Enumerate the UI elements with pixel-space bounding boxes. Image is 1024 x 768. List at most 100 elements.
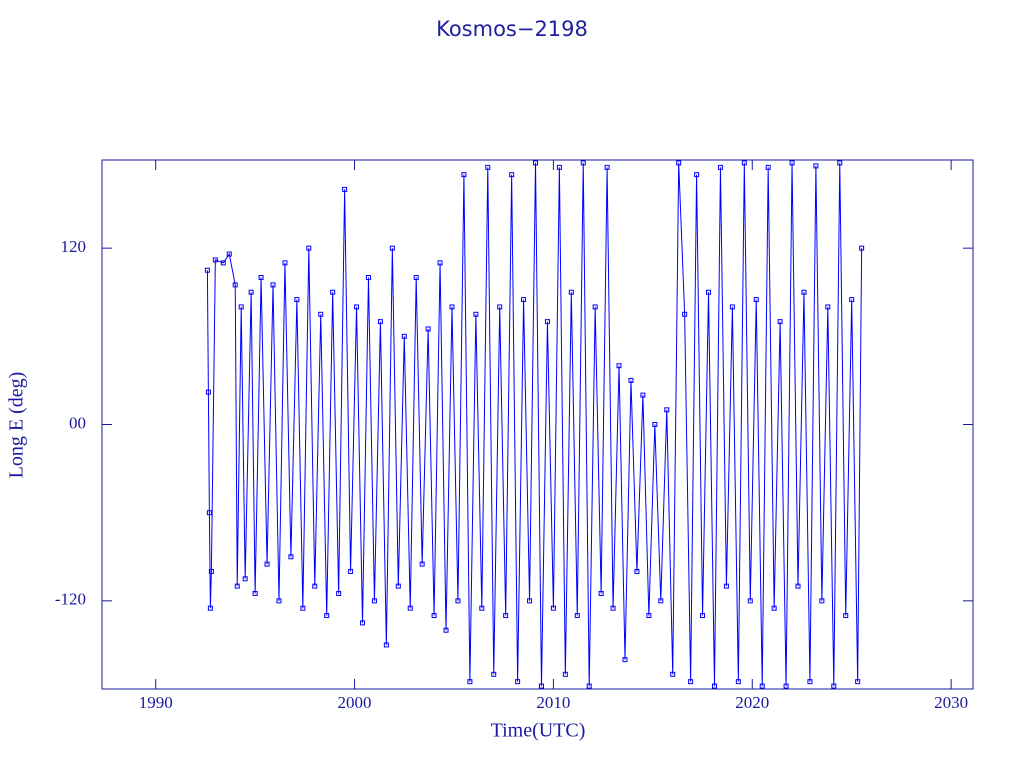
data-point	[580, 160, 586, 166]
data-point	[837, 160, 843, 166]
data-point	[604, 164, 610, 170]
data-point	[574, 613, 580, 619]
data-point	[741, 160, 747, 166]
data-point	[336, 590, 342, 596]
data-point	[282, 260, 288, 266]
data-point	[670, 671, 676, 677]
data-point	[294, 297, 300, 303]
data-point	[533, 160, 539, 166]
data-point	[765, 164, 771, 170]
data-point	[807, 679, 813, 685]
data-point	[521, 297, 527, 303]
data-point	[801, 289, 807, 295]
data-point	[825, 304, 831, 310]
data-point	[556, 164, 562, 170]
data-point	[694, 172, 700, 178]
data-point	[318, 311, 324, 317]
data-point	[855, 679, 861, 685]
data-point	[220, 260, 226, 266]
data-point	[449, 304, 455, 310]
data-point	[849, 297, 855, 303]
data-point	[509, 172, 515, 178]
data-point	[859, 245, 865, 251]
data-point	[232, 282, 238, 288]
data-point	[306, 245, 312, 251]
data-point	[234, 583, 240, 589]
data-point	[389, 245, 395, 251]
data-point	[711, 683, 717, 689]
data-point	[813, 163, 819, 169]
x-tick-label: 2000	[338, 693, 372, 712]
data-point	[270, 282, 276, 288]
y-tick-label: 00	[69, 413, 86, 432]
data-point	[443, 627, 449, 633]
x-tick-label: 2020	[735, 693, 769, 712]
data-point	[413, 275, 419, 281]
data-point	[207, 605, 213, 611]
x-axis-label: Time(UTC)	[491, 720, 586, 742]
data-point	[515, 679, 521, 685]
data-point	[777, 319, 783, 325]
data-point	[479, 605, 485, 611]
data-point	[706, 289, 712, 295]
data-point	[264, 561, 270, 567]
data-line	[206, 162, 863, 687]
data-point	[437, 260, 443, 266]
data-point	[634, 568, 640, 574]
data-point	[729, 304, 735, 310]
data-point	[640, 392, 646, 398]
data-point	[204, 267, 210, 273]
data-point	[242, 576, 248, 582]
data-point	[646, 613, 652, 619]
data-point	[371, 598, 377, 604]
data-point	[771, 605, 777, 611]
data-point	[330, 289, 336, 295]
data-point	[395, 583, 401, 589]
data-point	[348, 568, 354, 574]
data-point	[206, 510, 212, 516]
data-point	[568, 289, 574, 295]
data-point	[586, 683, 592, 689]
data-point	[467, 679, 473, 685]
data-point	[503, 613, 509, 619]
data-point	[628, 377, 634, 383]
data-point	[682, 311, 688, 317]
data-point	[485, 164, 491, 170]
data-point	[831, 683, 837, 689]
data-point	[276, 598, 282, 604]
data-point	[288, 554, 294, 560]
y-tick-label: 120	[61, 237, 87, 256]
x-tick-label: 2030	[934, 693, 968, 712]
data-point	[610, 605, 616, 611]
data-point	[377, 319, 383, 325]
data-point	[401, 333, 407, 339]
data-point	[205, 389, 211, 395]
data-point	[312, 583, 318, 589]
data-point	[783, 683, 789, 689]
data-point	[455, 598, 461, 604]
data-point	[461, 172, 467, 178]
data-point	[248, 289, 254, 295]
data-point	[212, 257, 218, 263]
data-point	[431, 613, 437, 619]
data-point	[491, 671, 497, 677]
data-point	[407, 605, 413, 611]
data-point	[616, 363, 622, 369]
data-point	[652, 422, 658, 427]
data-point	[622, 657, 628, 663]
x-tick-label: 2010	[536, 693, 570, 712]
data-point	[538, 683, 544, 689]
data-point	[238, 304, 244, 310]
plot-frame	[101, 159, 974, 690]
data-point	[365, 275, 371, 281]
data-point	[360, 620, 366, 626]
data-point	[789, 160, 795, 166]
data-point	[676, 160, 682, 166]
data-point	[425, 326, 431, 332]
data-point	[753, 297, 759, 303]
data-point	[324, 613, 330, 619]
data-point	[700, 613, 706, 619]
data-point	[419, 561, 425, 567]
x-tick-label: 1990	[139, 693, 173, 712]
